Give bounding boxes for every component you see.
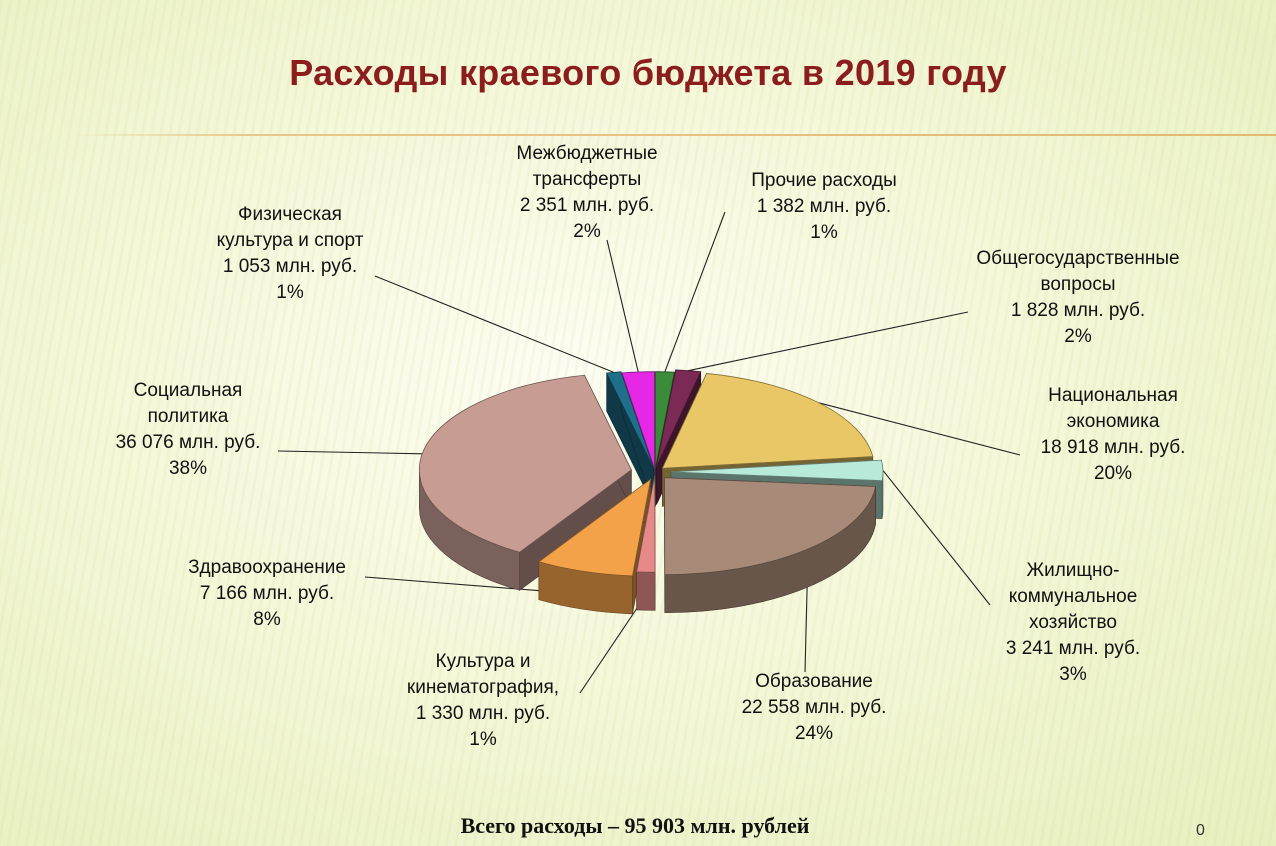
data-label-value: 2 351 млн. руб. <box>519 195 655 216</box>
data-label-2: Национальная экономика 18 918 млн. руб. 20% <box>1041 383 1186 487</box>
data-label-percent: 1% <box>276 282 304 303</box>
data-label-name: политика <box>147 406 229 427</box>
data-label-name: Межбюджетные <box>516 143 658 164</box>
data-label-name: Жилищно- <box>1026 560 1120 581</box>
data-label-percent: 8% <box>253 609 281 630</box>
data-label-percent: 1% <box>469 729 497 750</box>
data-label-3: Жилищно-коммунальное хозяйство 3 241 млн. … <box>1006 558 1140 688</box>
data-label-name: Социальная <box>133 380 243 401</box>
data-label-7: Социальная политика 36 076 млн. руб. 38% <box>116 378 261 482</box>
data-label-name: хозяйство <box>1029 612 1117 633</box>
pie-slice-9 <box>621 371 655 469</box>
data-label-percent: 1% <box>810 222 838 243</box>
data-label-value: 36 076 млн. руб. <box>115 432 261 453</box>
data-label-value: 1 382 млн. руб. <box>756 196 892 217</box>
data-label-value: 22 558 млн. руб. <box>741 697 887 718</box>
total-expenses-caption: Всего расходы – 95 903 млн. рублей <box>460 813 810 838</box>
data-label-4: Образование 22 558 млн. руб. 24% <box>742 669 887 747</box>
data-label-percent: 38% <box>168 458 207 479</box>
data-label-percent: 2% <box>1064 326 1092 347</box>
data-label-name: Прочие расходы <box>751 170 897 191</box>
leader-line-1 <box>688 311 969 372</box>
data-label-name: Образование <box>755 671 873 692</box>
data-label-name: экономика <box>1066 411 1160 432</box>
data-label-name: Физическая <box>238 204 342 225</box>
data-label-percent: 20% <box>1093 463 1132 484</box>
data-label-value: 1 330 млн. руб. <box>415 703 551 724</box>
pie-slice-4 <box>664 477 877 576</box>
data-label-name: Здравоохранение <box>188 557 346 578</box>
data-label-0: Прочие расходы 1 382 млн. руб. 1% <box>751 168 897 246</box>
title-divider <box>70 134 1276 136</box>
leader-line-9 <box>606 239 639 373</box>
data-label-name: культура и спорт <box>216 230 364 251</box>
data-label-value: 1 053 млн. руб. <box>222 256 358 277</box>
page-title: Расходы краевого бюджета в 2019 году <box>289 52 1007 93</box>
data-label-percent: 3% <box>1059 664 1087 685</box>
slice-outer-wall-5 <box>636 571 656 611</box>
data-label-name: кинематография, <box>406 677 560 698</box>
pie-slice-2 <box>661 372 874 469</box>
pie-slice-5 <box>636 475 656 573</box>
page-number: 0 <box>1196 822 1205 839</box>
data-label-1: Общегосударственные вопросы 1 828 млн. руб… <box>976 246 1179 350</box>
data-label-8: Физическая культура и спорт 1 053 млн. руб… <box>217 202 364 306</box>
leader-line-4 <box>804 572 809 673</box>
leader-line-2 <box>818 402 1021 456</box>
data-label-percent: 24% <box>794 723 833 744</box>
data-label-value: 3 241 млн. руб. <box>1005 638 1141 659</box>
data-label-5: Культура и кинематография, 1 330 млн. руб.… <box>407 649 559 753</box>
leader-line-8 <box>374 275 614 373</box>
pie-tops <box>418 369 884 577</box>
leader-line-3 <box>882 470 991 606</box>
data-label-6: Здравоохранение 7 166 млн. руб. 8% <box>188 555 346 633</box>
data-label-name: Общегосударственные <box>976 248 1180 269</box>
data-label-name: Национальная <box>1048 385 1178 406</box>
leader-line-0 <box>664 211 726 372</box>
pie-slice-1 <box>656 369 702 467</box>
data-label-9: Межбюджетные трансферты 2 351 млн. руб. 2% <box>516 141 657 245</box>
pie-slice-6 <box>537 478 652 577</box>
data-label-value: 1 828 млн. руб. <box>1010 300 1146 321</box>
data-label-value: 18 918 млн. руб. <box>1040 437 1186 458</box>
data-label-name: Культура и <box>435 651 531 672</box>
data-label-name: коммунальное <box>1008 586 1138 607</box>
pie-slice-7 <box>418 374 632 553</box>
pie-slice-3 <box>670 459 884 482</box>
pie-slice-8 <box>605 371 654 468</box>
pie-slice-0 <box>654 371 675 469</box>
data-label-name: трансферты <box>532 169 642 190</box>
leader-line-7 <box>277 450 423 455</box>
data-label-name: вопросы <box>1040 274 1116 295</box>
data-label-value: 7 166 млн. руб. <box>199 583 335 604</box>
data-label-percent: 2% <box>573 221 601 242</box>
leader-line-5 <box>579 594 647 694</box>
